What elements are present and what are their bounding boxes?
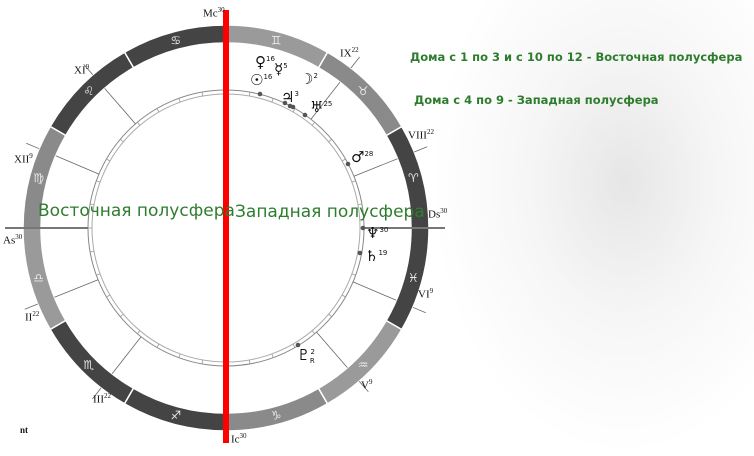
capricorn-sign-icon: ♑ — [271, 408, 282, 422]
planet-position-dot — [357, 250, 363, 256]
neptune-glyph: ♆30 — [366, 224, 389, 242]
planet-position-dot — [345, 161, 351, 167]
house-label-3: III22 — [93, 392, 111, 406]
libra-sign-icon: ♎ — [33, 271, 44, 285]
house-cusp-tick — [412, 306, 426, 314]
house-label-11: XI9 — [74, 63, 90, 77]
house-cusp-tick — [350, 56, 360, 69]
virgo-sign-icon: ♍ — [33, 171, 44, 185]
house-cusp-line — [316, 331, 348, 368]
degree-tick — [156, 343, 160, 348]
degree-tick — [96, 273, 101, 276]
house-label-9: IX22 — [340, 46, 359, 60]
house-cusp-tick — [358, 380, 369, 393]
aries-sign-icon: ♈ — [408, 171, 419, 185]
scorpio-sign-icon: ♏ — [83, 358, 94, 372]
leo-sign-icon: ♌ — [83, 84, 94, 98]
mc-label: Mc30 — [203, 6, 225, 20]
degree-tick — [341, 158, 346, 162]
planet-position-dot — [360, 225, 366, 231]
degree-tick — [248, 359, 251, 364]
house-cusp-tick — [24, 303, 38, 310]
degree-tick — [106, 294, 111, 298]
degree-tick — [136, 330, 141, 334]
ds-label: Ds30 — [428, 207, 448, 221]
footer-mark: nt — [20, 425, 29, 435]
degree-tick — [90, 203, 95, 206]
degree-tick — [156, 108, 160, 113]
house-cusp-tick — [414, 146, 428, 153]
house-label-5: V9 — [361, 378, 373, 392]
east-hemisphere-label: Восточная полусфера — [38, 201, 235, 221]
degree-tick — [178, 98, 181, 103]
degree-tick — [120, 138, 124, 143]
planet-position-dot — [302, 112, 308, 118]
mercury-glyph: ☿5 — [274, 60, 288, 78]
house-label-12: XII9 — [14, 152, 33, 166]
planet-position-dot — [282, 100, 288, 106]
as-label: As30 — [3, 233, 23, 247]
degree-tick — [271, 98, 274, 103]
degree-tick — [357, 203, 362, 206]
ic-label: Ic30 — [231, 432, 247, 446]
planet-position-dot — [295, 342, 301, 348]
degree-tick — [341, 294, 346, 298]
degree-tick — [106, 158, 111, 162]
house-cusp-line — [54, 279, 99, 298]
degree-tick — [90, 250, 95, 253]
degree-tick — [351, 180, 356, 183]
degree-tick — [201, 92, 204, 97]
degree-tick — [136, 122, 141, 126]
degree-tick — [328, 313, 332, 318]
planet-position-dot — [257, 91, 263, 97]
saturn-glyph: ♄19 — [365, 247, 388, 265]
sagittarius-sign-icon: ♐ — [170, 408, 181, 422]
cancer-sign-icon: ♋ — [170, 34, 181, 48]
degree-tick — [328, 138, 332, 143]
house-label-2: II22 — [25, 310, 40, 324]
uranus-glyph: ♅25 — [310, 98, 333, 116]
degree-tick — [178, 353, 181, 358]
degree-tick — [248, 92, 251, 97]
jupiter-glyph: ♃3 — [281, 88, 299, 106]
house-cusp-line — [111, 336, 142, 375]
house-label-8: VIII22 — [408, 128, 434, 142]
east-houses-note: Дома с 1 по 3 и с 10 по 12 - Восточная п… — [410, 50, 743, 64]
degree-tick — [96, 180, 101, 183]
degree-tick — [201, 359, 204, 364]
house-cusp-line — [104, 88, 136, 125]
degree-tick — [292, 343, 296, 348]
west-houses-note: Дома с 4 по 9 - Западная полусфера — [414, 93, 659, 107]
gemini-sign-icon: ♊ — [271, 34, 282, 48]
house-cusp-tick — [26, 142, 40, 150]
sun-glyph: ☉16 — [250, 71, 273, 89]
house-cusp-line — [310, 81, 341, 120]
house-cusp-line — [352, 281, 397, 301]
degree-tick — [120, 313, 124, 318]
degree-tick — [271, 353, 274, 358]
pluto-glyph: ♇2R — [297, 346, 315, 365]
house-cusp-tick — [92, 387, 102, 400]
mars-glyph: ♂28 — [351, 148, 374, 166]
house-cusp-line — [353, 158, 398, 177]
house-cusp-tick — [83, 63, 94, 76]
pisces-sign-icon: ♓ — [408, 271, 419, 285]
aquarius-sign-icon: ♒ — [358, 358, 369, 372]
degree-tick — [311, 330, 316, 334]
planet-position-dot — [290, 104, 296, 110]
house-cusp-line — [55, 155, 100, 175]
west-hemisphere-label: Западная полусфера — [235, 202, 425, 222]
background-shade — [430, 0, 754, 456]
venus-glyph: ♀16 — [255, 53, 275, 71]
degree-tick — [351, 273, 356, 276]
degree-tick — [311, 122, 316, 126]
degree-tick — [292, 108, 296, 113]
taurus-sign-icon: ♉ — [358, 84, 369, 98]
house-label-6: VI9 — [418, 287, 434, 301]
moon-glyph: ☽2 — [300, 70, 318, 88]
